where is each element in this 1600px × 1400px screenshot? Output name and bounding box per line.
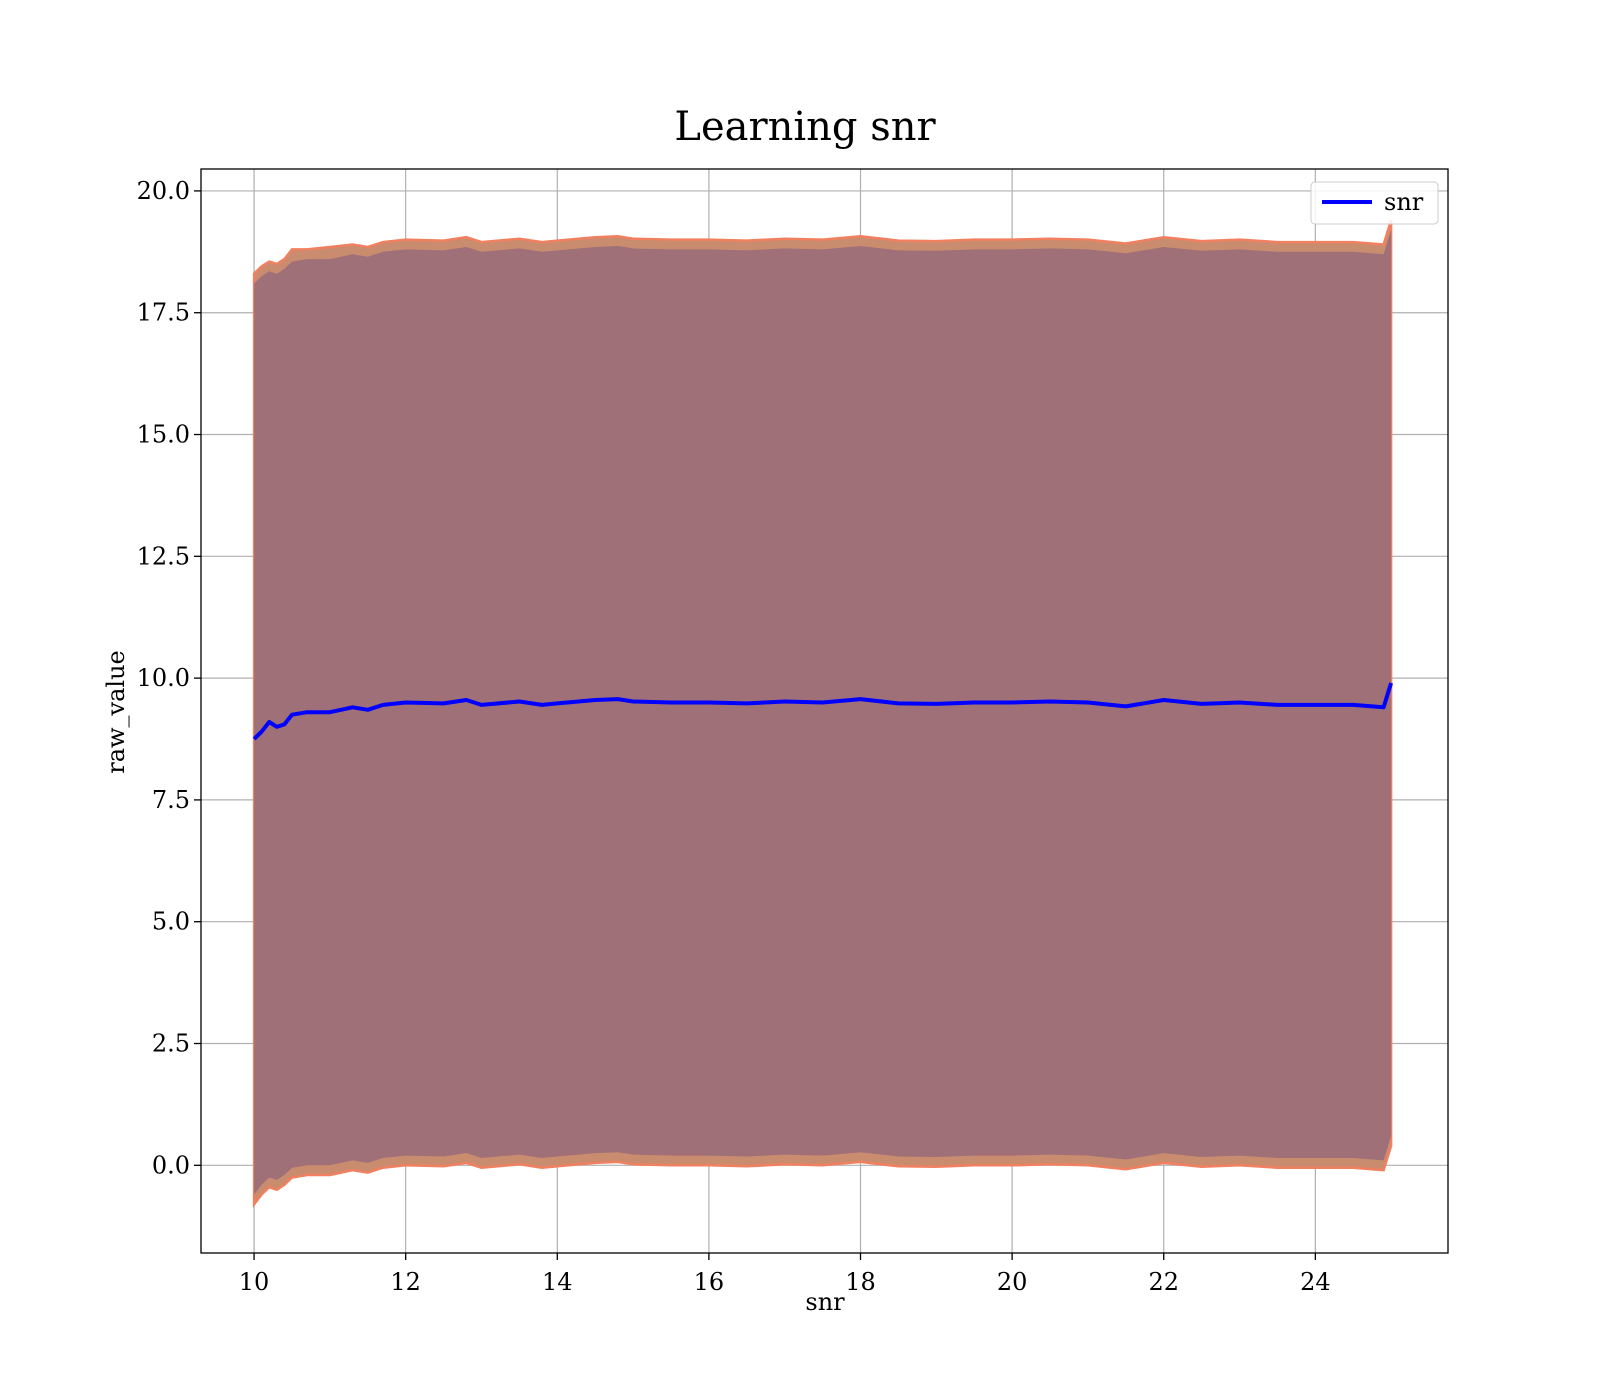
y-tick-label: 5.0 — [152, 908, 190, 936]
y-tick-label: 20.0 — [137, 177, 190, 205]
series-line-snr — [252, 682, 1394, 741]
x-axis-ticks: 10 12 14 16 18 20 22 24 — [239, 1253, 1331, 1296]
y-axis-label: raw_value — [102, 650, 130, 774]
y-tick-label: 0.0 — [152, 1151, 190, 1179]
y-tick-label: 10.0 — [137, 664, 190, 692]
chart-title: Learning snr — [674, 104, 936, 150]
y-tick-label: 15.0 — [137, 421, 190, 449]
x-tick-label: 10 — [239, 1268, 270, 1296]
legend-box — [1310, 181, 1439, 225]
x-tick-label: 14 — [542, 1268, 573, 1296]
confidence-bands — [252, 219, 1393, 1208]
x-tick-label: 24 — [1300, 1268, 1331, 1296]
legend: snr — [1310, 181, 1439, 225]
y-tick-label: 2.5 — [152, 1030, 190, 1058]
x-axis-label: snr — [805, 1288, 845, 1316]
x-tick-label: 16 — [694, 1268, 725, 1296]
y-tick-label: 17.5 — [137, 299, 190, 327]
legend-label: snr — [1384, 188, 1424, 216]
y-axis-ticks: 0.0 2.5 5.0 7.5 10.0 12.5 15.0 17.5 20.0 — [137, 177, 201, 1179]
y-tick-label: 12.5 — [137, 542, 190, 570]
x-tick-label: 12 — [390, 1268, 421, 1296]
y-tick-label: 7.5 — [152, 786, 190, 814]
x-tick-label: 18 — [845, 1268, 876, 1296]
inner-band — [254, 229, 1392, 1195]
series-lines — [252, 682, 1394, 741]
plot-frame — [200, 168, 1449, 1254]
x-tick-label: 22 — [1148, 1268, 1179, 1296]
x-tick-label: 20 — [997, 1268, 1028, 1296]
